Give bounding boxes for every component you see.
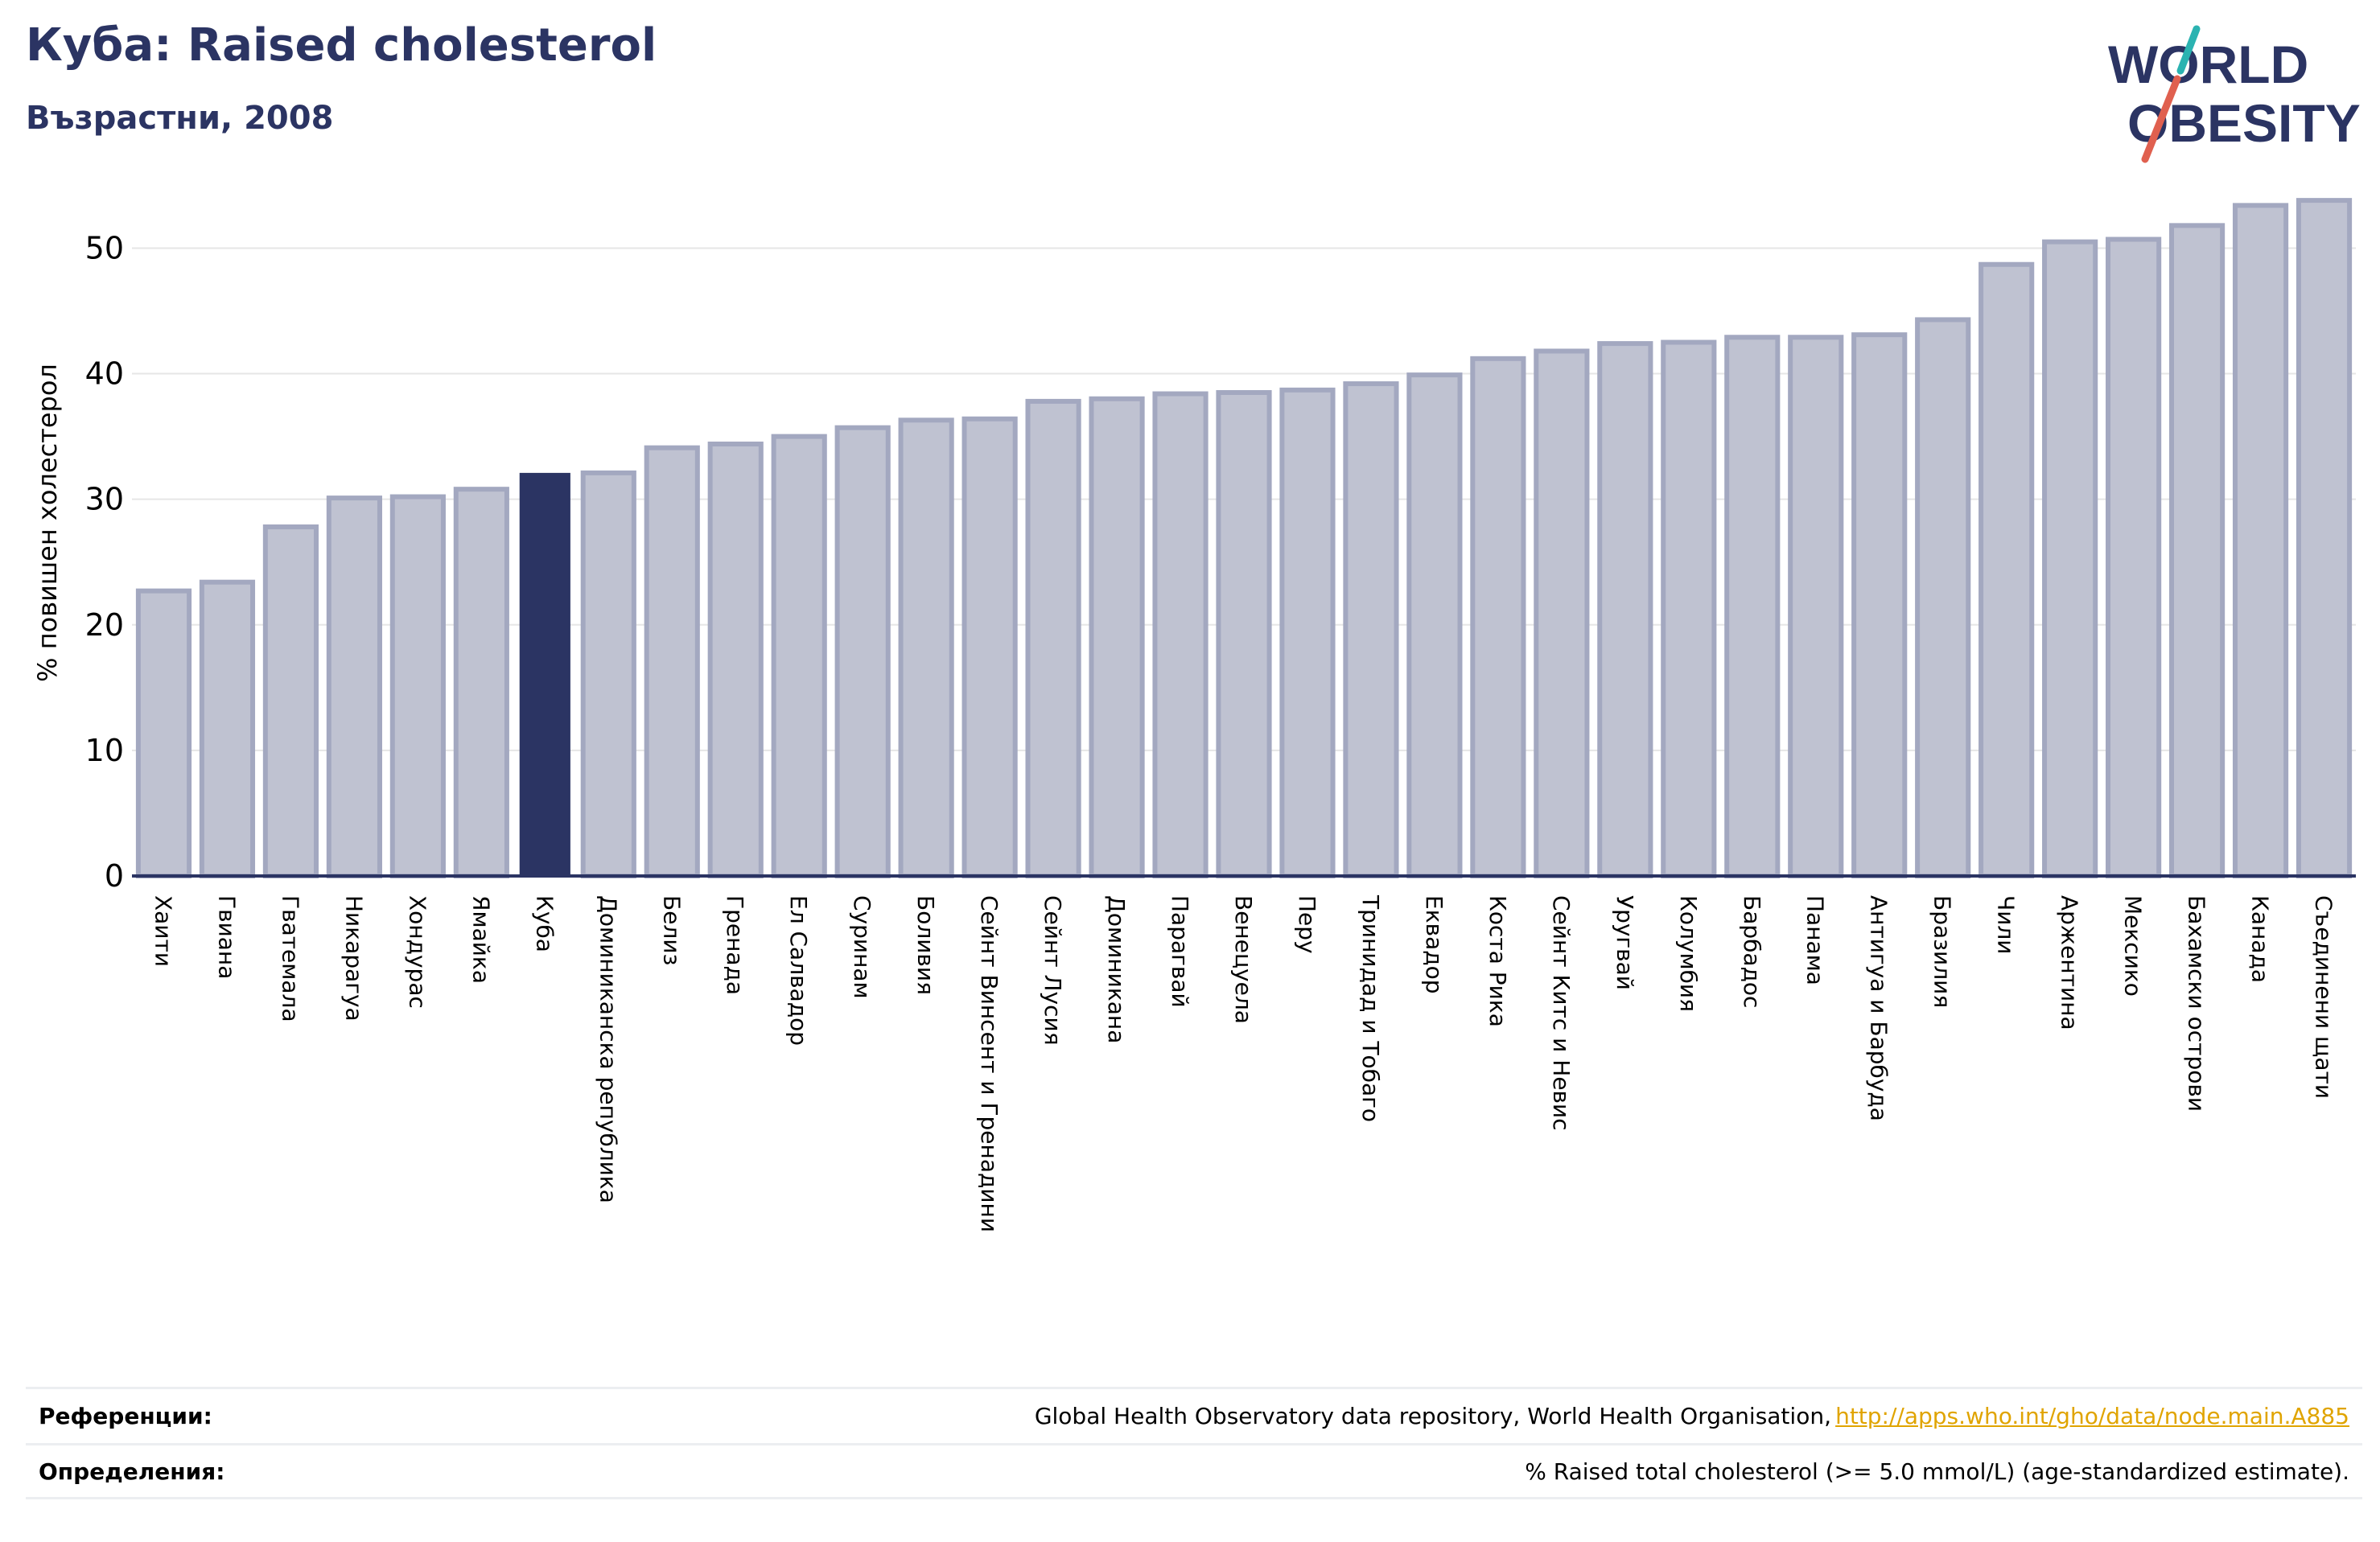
x-tick-label: Сейнт Китс и Невис <box>1548 895 1575 1131</box>
x-tick-label: Сейнт Лусия <box>1040 895 1066 1046</box>
references-link[interactable]: http://apps.who.int/gho/data/node.main.A… <box>1835 1403 2349 1429</box>
x-tick-label: Доминиканска република <box>595 895 621 1203</box>
bar <box>1851 332 1908 878</box>
bar <box>834 425 891 878</box>
x-tick-label: Коста Рика <box>1484 895 1511 1027</box>
x-tick-label: Суринам <box>849 895 875 999</box>
world-obesity-logo: WORLD OBESITY <box>2108 25 2361 163</box>
chart-subtitle: Възрастни, 2008 <box>26 100 334 137</box>
bar <box>262 524 319 878</box>
footer: Референции: Global Health Observatory da… <box>26 1387 2362 1499</box>
bar <box>453 487 509 879</box>
x-tick-label: Доминикана <box>1103 895 1130 1043</box>
bar <box>1152 391 1209 878</box>
y-tick-label: 50 <box>85 230 124 265</box>
x-tick-label: Куба <box>531 895 558 952</box>
x-tick-label: Белиз <box>658 895 685 965</box>
bar <box>389 494 446 878</box>
x-tick-label: Ел Салвадор <box>785 895 812 1046</box>
x-tick-label: Гвиана <box>213 895 240 979</box>
bar <box>2232 203 2289 879</box>
bar <box>1788 335 1844 878</box>
logo-slash-red <box>2141 75 2181 163</box>
x-tick-label: Парагвай <box>1167 895 1193 1008</box>
x-tick-label: Перу <box>1294 895 1320 954</box>
bar <box>1915 317 1971 878</box>
x-tick-label: Чили <box>1993 895 2020 955</box>
x-tick-label: Съединени щати <box>2311 895 2337 1099</box>
bar <box>644 445 700 878</box>
x-tick-label: Бахамски острови <box>2184 895 2210 1112</box>
x-tick-label: Боливия <box>912 895 939 995</box>
x-tick-label: Сейнт Винсент и Гренадини <box>976 895 1003 1232</box>
bar <box>2168 223 2226 879</box>
bar <box>2106 236 2162 878</box>
references-label: Референции: <box>39 1403 212 1429</box>
bar <box>1661 339 1717 878</box>
references-source: Global Health Observatory data repositor… <box>1035 1403 2349 1429</box>
y-tick-label: 20 <box>85 607 124 643</box>
definitions-text: % Raised total cholesterol (>= 5.0 mmol/… <box>1525 1458 2349 1485</box>
bars <box>135 198 2353 879</box>
x-tick-label: Гватемала <box>277 895 303 1022</box>
bar <box>135 588 192 879</box>
x-tick-label: Канада <box>2247 895 2274 983</box>
bar <box>961 416 1018 878</box>
bar <box>1025 398 1081 878</box>
x-tick-label: Аржентина <box>2057 895 2083 1030</box>
x-tick-label: Никарагуа <box>340 895 367 1022</box>
x-tick-label: Барбадос <box>1739 895 1765 1008</box>
x-tick-label: Хаити <box>150 895 176 967</box>
chart-title: Куба: Raised cholesterol <box>26 19 657 72</box>
y-tick-label: 30 <box>85 482 124 517</box>
x-tick-label: Уругвай <box>1612 895 1638 990</box>
logo-slash-teal <box>2176 25 2201 75</box>
x-tick-label: Ямайка <box>467 895 494 984</box>
bar <box>199 579 256 878</box>
bar <box>2042 239 2098 878</box>
y-tick-label: 40 <box>85 356 124 392</box>
x-tick-label: Венецуела <box>1230 895 1257 1024</box>
x-tick-label: Антигуа и Барбуда <box>1866 895 1892 1121</box>
bar-highlight <box>519 472 570 876</box>
bar <box>1470 356 1526 879</box>
y-axis-label: % повишен холестерол <box>32 364 63 682</box>
x-tick-label: Тринидад и Тобаго <box>1357 894 1384 1122</box>
x-tick-label: Хондурас <box>404 895 430 1009</box>
x-tick-label: Колумбия <box>1675 895 1702 1012</box>
bar <box>1406 372 1463 879</box>
y-tick-label: 10 <box>85 733 124 768</box>
bar-chart: 0 10 20 30 40 50 Хаити Гвиана Гватемала Никарагуа… <box>32 198 2356 1232</box>
x-tick-label: Бразилия <box>1929 895 1956 1008</box>
bar <box>1597 341 1653 879</box>
y-tick-label: 0 <box>105 858 124 894</box>
bar <box>1216 389 1272 878</box>
bar <box>898 417 954 878</box>
bar <box>580 470 636 879</box>
x-tick-label: Еквадор <box>1421 895 1447 994</box>
axes: 0 10 20 30 40 50 Хаити Гвиана Гватемала Никарагуа… <box>85 230 2356 1232</box>
bar <box>1979 261 2035 878</box>
x-tick-label: Гренада <box>722 895 748 995</box>
definitions-label: Определения: <box>39 1458 225 1485</box>
x-tick-label: Мексико <box>2120 895 2147 997</box>
bar <box>1279 387 1336 879</box>
bar <box>1343 381 1399 878</box>
bar <box>771 434 827 878</box>
bar <box>1089 396 1145 878</box>
bar <box>707 441 764 878</box>
footer-references-row: Референции: Global Health Observatory da… <box>26 1387 2362 1443</box>
bar <box>1534 348 1590 878</box>
references-text: Global Health Observatory data repositor… <box>1034 1403 1831 1429</box>
footer-definitions-row: Определения: % Raised total cholesterol … <box>26 1443 2362 1499</box>
bar <box>326 495 382 878</box>
bar <box>1724 335 1781 878</box>
x-tick-label: Панама <box>1802 895 1829 985</box>
logo-line1: WORLD <box>2108 35 2308 94</box>
bar <box>2296 198 2353 879</box>
